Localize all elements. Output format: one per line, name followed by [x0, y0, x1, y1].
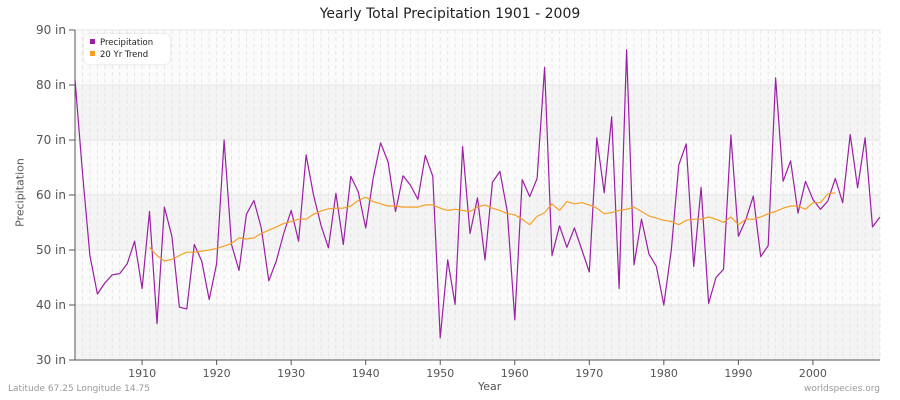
x-tick-label: 1980	[650, 367, 678, 380]
y-tick-label: 40 in	[36, 298, 66, 312]
legend-label: Precipitation	[100, 38, 154, 48]
x-tick-label: 1950	[426, 367, 454, 380]
x-tick-label: 1960	[501, 367, 529, 380]
legend-swatch-trend	[90, 51, 95, 56]
y-tick-label: 60 in	[36, 188, 66, 202]
y-axis-label: Precipitation	[13, 158, 27, 227]
x-tick-label: 1910	[128, 367, 156, 380]
x-axis-label: Year	[478, 380, 502, 393]
legend-item-precipitation[interactable]: Precipitation	[90, 37, 153, 49]
legend-swatch-precipitation	[90, 39, 95, 44]
x-tick-label: 1930	[277, 367, 305, 380]
x-tick-label: 1970	[575, 367, 603, 380]
x-tick-label: 1990	[724, 367, 752, 380]
y-tick-label: 70 in	[36, 133, 66, 147]
x-tick-label: 1940	[352, 367, 380, 380]
legend-item-trend[interactable]: 20 Yr Trend	[90, 49, 148, 61]
y-tick-label: 90 in	[36, 23, 66, 37]
legend-label: 20 Yr Trend	[100, 50, 149, 60]
y-tick-label: 50 in	[36, 243, 66, 257]
chart-legend: Precipitation 20 Yr Trend	[84, 34, 170, 64]
y-tick-label: 30 in	[36, 353, 66, 367]
chart-title: Yearly Total Precipitation 1901 - 2009	[319, 6, 581, 22]
x-tick-label: 2000	[799, 367, 827, 380]
source-label: worldspecies.org	[803, 384, 880, 394]
trend-line	[149, 192, 836, 262]
location-label: Latitude 67.25 Longitude 14.75	[8, 384, 150, 394]
y-tick-label: 80 in	[36, 78, 66, 92]
x-tick-label: 1920	[203, 367, 231, 380]
